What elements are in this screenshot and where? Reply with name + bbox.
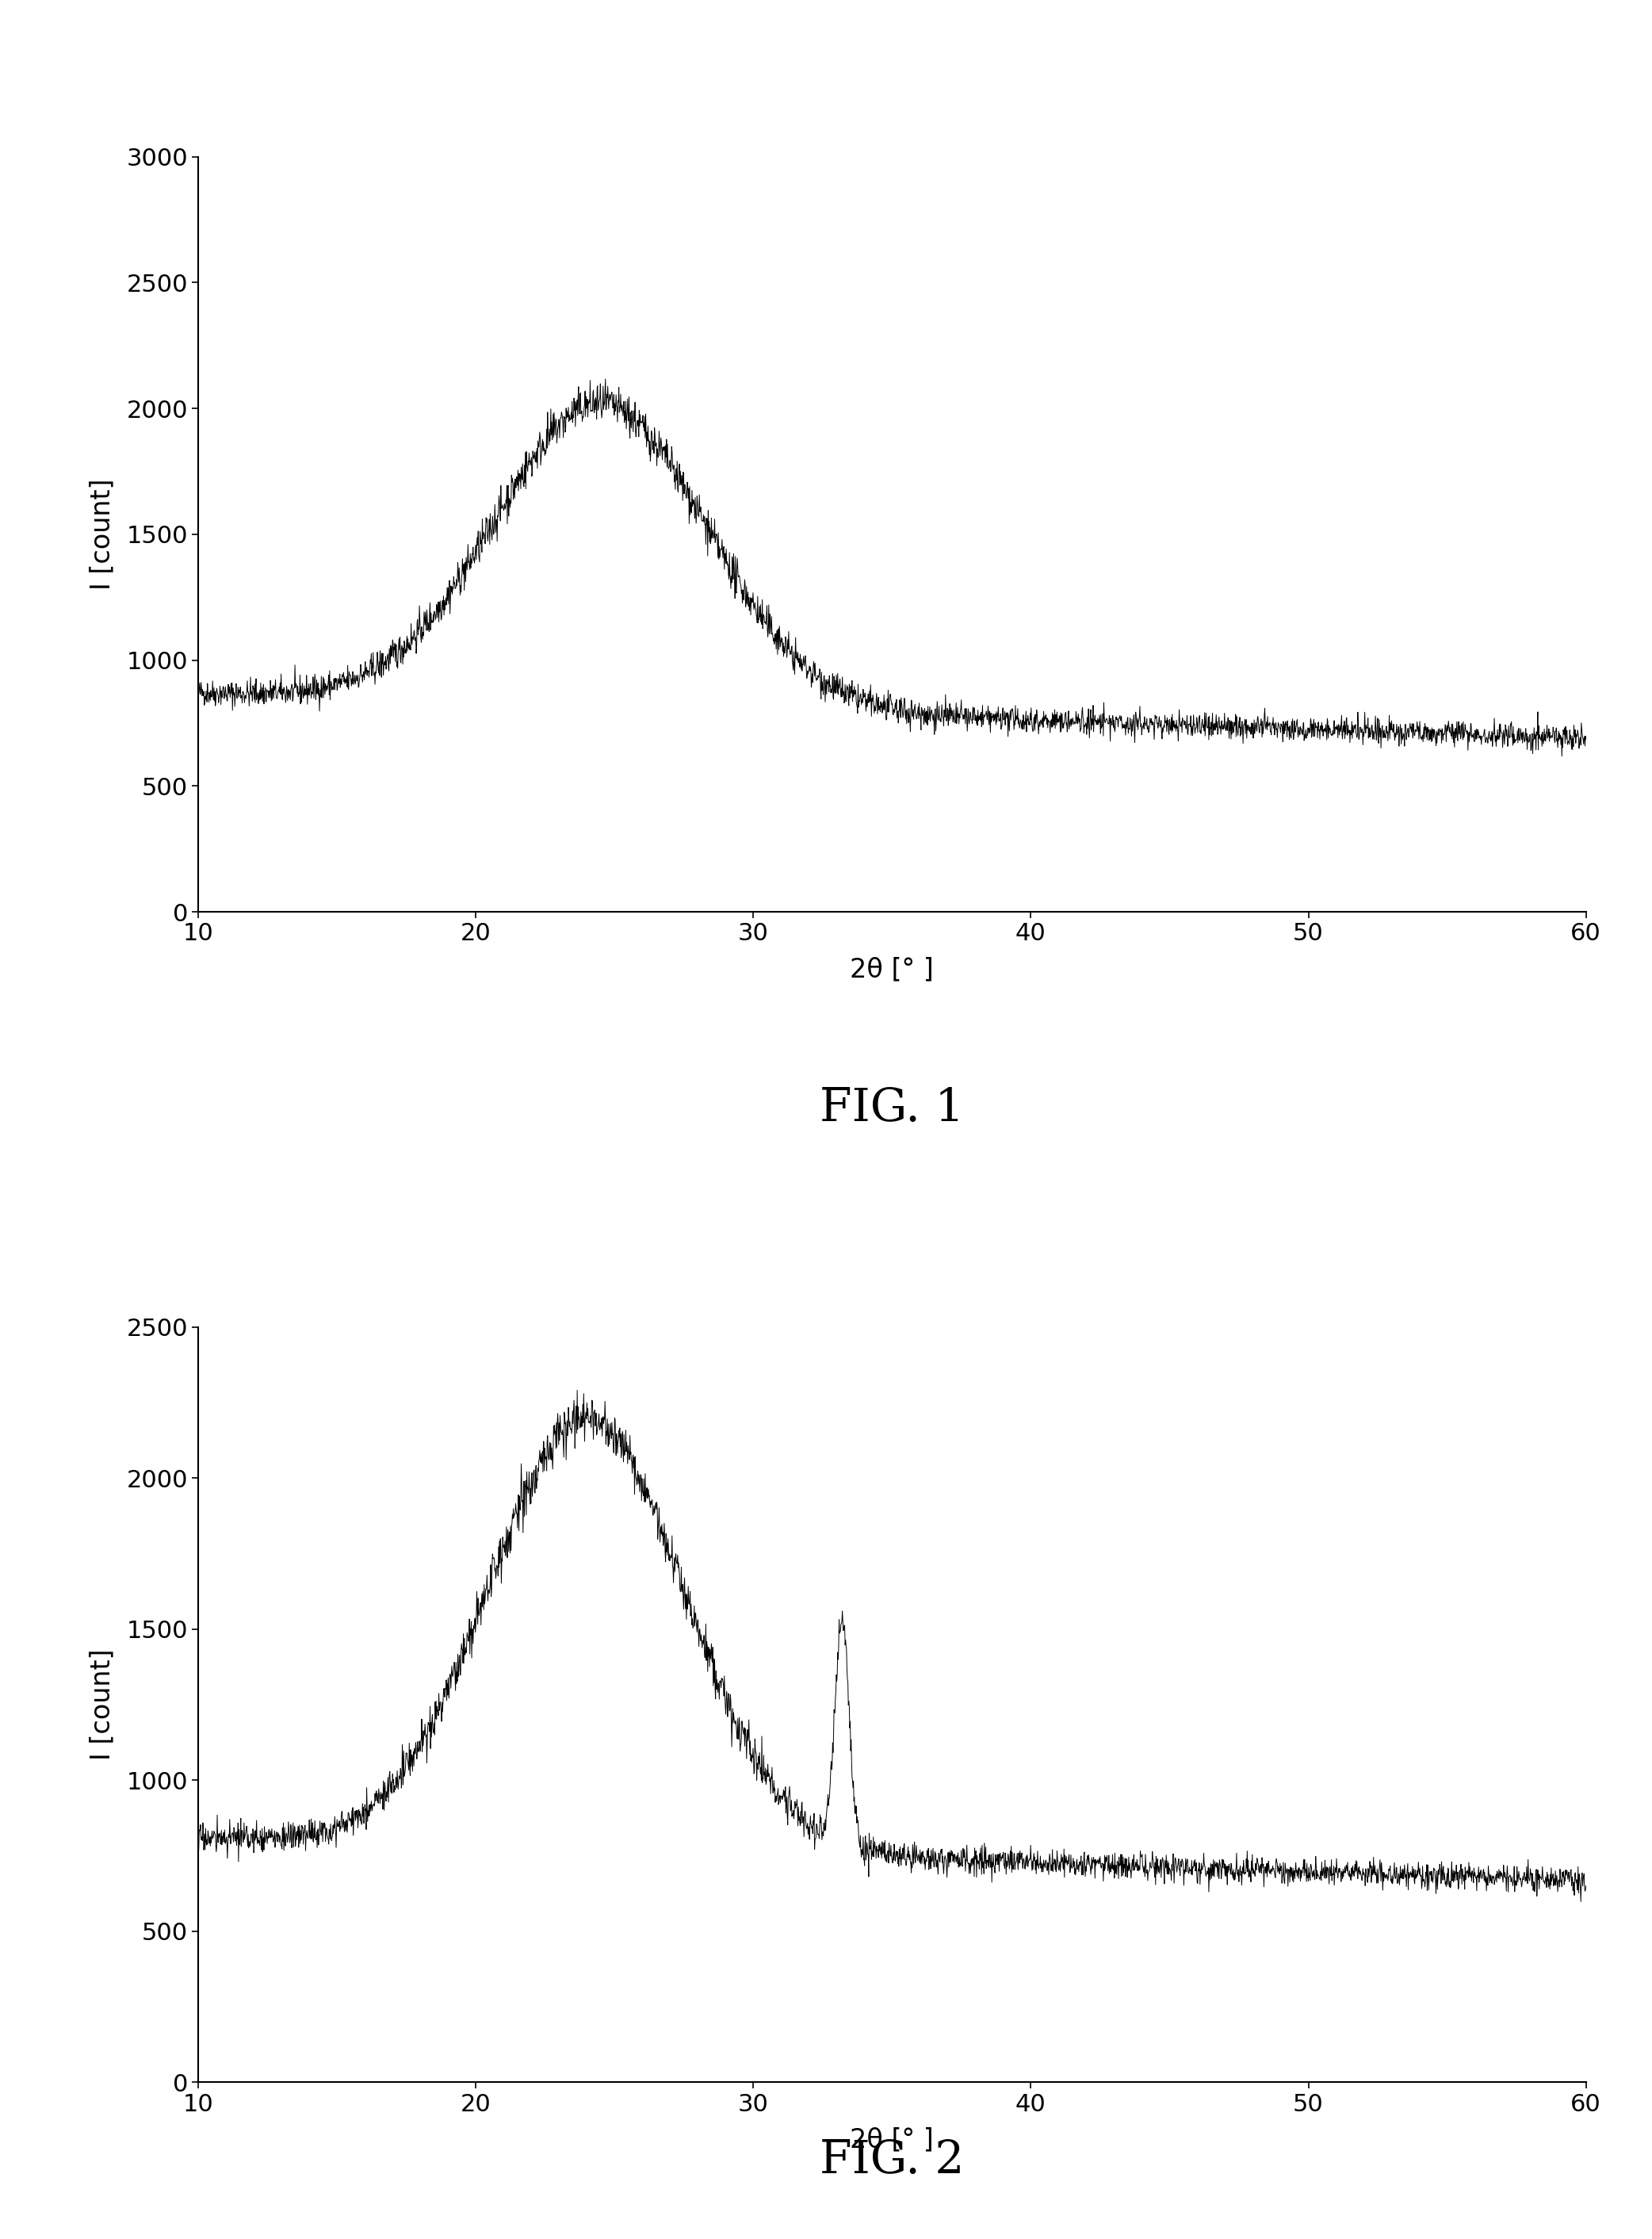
X-axis label: 2θ [° ]: 2θ [° ] [851,2127,933,2154]
Y-axis label: I [count]: I [count] [89,1648,116,1760]
Text: FIG. 1: FIG. 1 [819,1086,965,1131]
Y-axis label: I [count]: I [count] [89,479,116,591]
X-axis label: 2θ [° ]: 2θ [° ] [851,956,933,983]
Text: FIG. 2: FIG. 2 [819,2138,965,2183]
